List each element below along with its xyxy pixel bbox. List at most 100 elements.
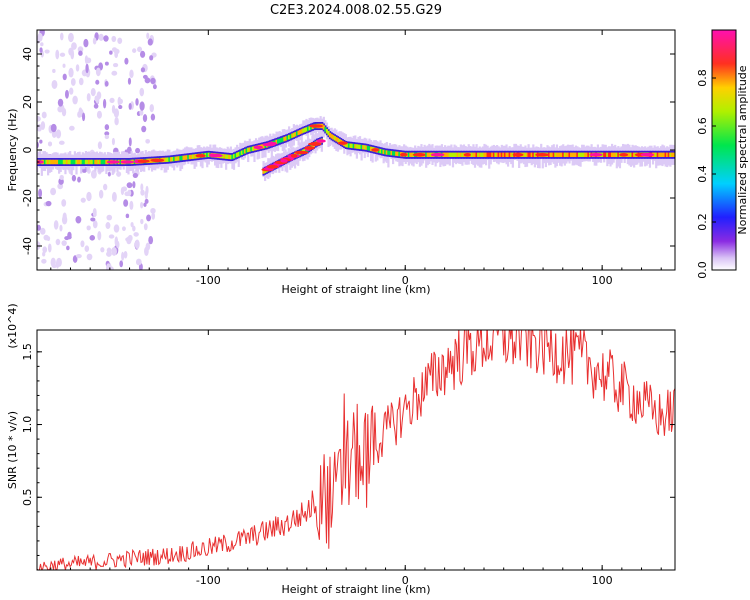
noise-speck <box>75 216 82 224</box>
ridge-core <box>225 154 228 159</box>
ridge-peak <box>400 152 407 157</box>
ridge-core <box>587 152 590 157</box>
noise-speck <box>37 32 43 42</box>
noise-speck <box>149 104 154 113</box>
noise-speck <box>42 246 48 253</box>
ridge-core <box>228 154 231 160</box>
ridge-core <box>336 137 340 143</box>
ridge-core <box>351 143 354 149</box>
colorbar-tick-label: 0.2 <box>696 213 709 231</box>
ridge-core <box>497 152 500 157</box>
noise-speck <box>78 50 83 56</box>
noise-speck <box>127 189 132 197</box>
noise-speck <box>72 255 78 263</box>
noise-speck <box>123 250 128 259</box>
bottom-y-multiplier: (x10^4) <box>6 303 19 348</box>
noise-speck <box>104 134 110 140</box>
noise-speck <box>139 101 145 111</box>
ridge-core <box>669 152 672 157</box>
top-x-tick-label: 100 <box>592 274 613 287</box>
spectral-ridge <box>261 131 326 182</box>
ridge-peak <box>430 153 445 157</box>
ridge-core <box>332 135 335 140</box>
ridge-core <box>223 154 226 159</box>
ridge-core <box>380 149 384 154</box>
ridge-core <box>525 152 529 157</box>
noise-speck <box>126 146 132 155</box>
noise-speck <box>68 67 74 78</box>
noise-speck <box>103 183 108 191</box>
ridge-core <box>667 152 670 157</box>
ridge-core <box>360 144 363 150</box>
noise-speck <box>86 225 91 231</box>
ridge-core <box>306 126 310 131</box>
noise-speck <box>111 247 117 256</box>
ridge-core <box>357 144 360 149</box>
ridge-core <box>89 159 92 165</box>
ridge-core <box>358 144 362 150</box>
ridge-core <box>426 152 429 157</box>
ridge-core <box>480 152 483 157</box>
top-y-tick-label: -40 <box>21 237 34 255</box>
ridge-core <box>631 152 634 157</box>
ridge-core <box>234 153 237 158</box>
ridge-core <box>240 150 243 155</box>
top-y-tick-label: -20 <box>21 189 34 207</box>
noise-speck <box>45 200 52 207</box>
ridge-core <box>574 152 577 157</box>
ridge-core <box>247 147 250 153</box>
noise-speck <box>125 213 130 219</box>
noise-speck <box>67 231 72 239</box>
ridge-core <box>95 159 99 165</box>
noise-speck <box>58 140 65 145</box>
ridge-core <box>395 151 398 156</box>
ridge-core <box>243 149 247 154</box>
ridge-core <box>352 143 355 149</box>
noise-speck <box>69 125 75 131</box>
noise-speck <box>75 254 82 259</box>
noise-speck <box>71 174 77 182</box>
ridge-core <box>494 152 497 157</box>
ridge-core <box>86 159 89 165</box>
ridge-core <box>366 145 370 151</box>
top-x-axis-label: Height of straight line (km) <box>281 283 430 296</box>
ridge-core <box>149 158 152 163</box>
ridge-core <box>75 159 78 165</box>
noise-speck <box>135 258 142 266</box>
ridge-core <box>510 152 513 157</box>
noise-speck <box>50 187 57 196</box>
ridge-core <box>549 152 552 157</box>
ridge-core <box>633 152 636 157</box>
ridge-peak <box>253 145 263 150</box>
ridge-core <box>477 152 480 157</box>
ridge-peak <box>290 154 298 158</box>
ridge-core <box>585 152 588 157</box>
ridge-core <box>67 159 70 165</box>
noise-speck <box>140 218 144 225</box>
ridge-core <box>64 159 67 165</box>
ridge-core <box>508 152 511 157</box>
ridge-peak <box>304 146 315 150</box>
ridge-core <box>385 150 388 155</box>
ridge-core <box>653 152 656 157</box>
ridge-core <box>84 159 88 165</box>
noise-speck <box>51 79 58 89</box>
ridge-core <box>392 151 395 156</box>
bottom-y-tick-label: 0.5 <box>21 489 34 507</box>
ridge-core <box>478 152 481 157</box>
noise-speck <box>97 141 103 150</box>
ridge-core <box>261 144 264 149</box>
ridge-core <box>662 152 666 157</box>
ridge-core <box>295 131 299 136</box>
noise-speck <box>120 187 125 196</box>
ridge-peak <box>535 153 550 157</box>
noise-speck <box>59 224 63 232</box>
noise-speck <box>140 189 145 196</box>
ridge-core <box>355 144 358 149</box>
ridge-core <box>576 152 579 157</box>
ridge-core <box>555 152 559 157</box>
ridge-core <box>286 135 289 141</box>
noise-speck <box>52 68 56 73</box>
noise-speck <box>102 98 107 109</box>
ridge-core <box>398 151 401 157</box>
